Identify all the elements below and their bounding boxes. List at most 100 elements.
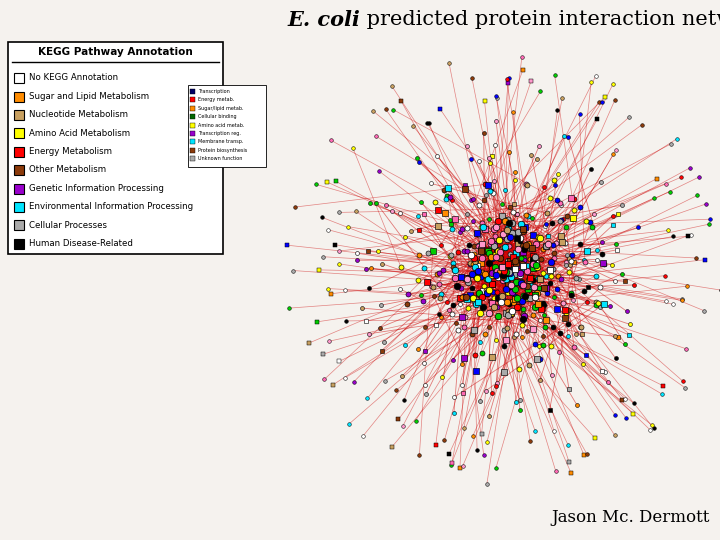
Point — [96, 176, 108, 185]
Point — [130, 141, 142, 150]
Point — [609, 96, 621, 104]
Point — [537, 341, 549, 349]
Point — [482, 286, 494, 294]
Point — [528, 291, 540, 299]
Point — [528, 259, 539, 268]
Point — [490, 271, 502, 280]
Point — [500, 267, 512, 275]
Point — [471, 266, 482, 275]
Point — [99, 186, 110, 195]
Point — [325, 289, 337, 298]
Text: Human Disease-Related: Human Disease-Related — [29, 239, 133, 248]
Point — [98, 157, 109, 165]
Point — [534, 355, 546, 363]
Point — [427, 247, 438, 255]
Point — [528, 252, 539, 260]
Point — [680, 345, 692, 353]
Point — [473, 201, 485, 210]
Point — [103, 170, 114, 178]
Point — [501, 231, 513, 239]
Point — [114, 158, 126, 166]
Point — [578, 255, 590, 264]
Point — [102, 157, 113, 166]
Point — [451, 282, 463, 291]
Point — [504, 202, 516, 211]
Point — [374, 323, 385, 332]
Point — [395, 263, 407, 272]
Point — [104, 174, 115, 183]
Point — [287, 266, 299, 275]
Point — [452, 248, 464, 256]
Point — [555, 200, 567, 209]
Point — [441, 298, 453, 307]
Point — [123, 156, 135, 164]
Point — [531, 288, 542, 297]
Point — [351, 256, 362, 265]
Point — [514, 396, 526, 404]
Point — [517, 309, 528, 318]
Point — [136, 163, 148, 171]
Point — [108, 154, 120, 163]
Point — [111, 166, 122, 175]
Point — [483, 412, 495, 421]
Point — [474, 397, 485, 406]
Point — [471, 262, 482, 271]
Point — [491, 379, 503, 387]
Point — [522, 285, 534, 294]
Point — [521, 284, 532, 293]
Point — [531, 274, 542, 282]
Text: predicted protein interaction network: predicted protein interaction network — [360, 10, 720, 29]
Point — [499, 267, 510, 275]
Point — [575, 322, 586, 331]
Point — [444, 59, 455, 68]
Point — [499, 269, 510, 278]
Point — [179, 185, 190, 194]
Point — [518, 261, 529, 270]
Point — [172, 158, 184, 166]
Point — [107, 157, 118, 165]
Point — [612, 210, 624, 219]
Point — [514, 271, 526, 279]
Point — [534, 376, 546, 385]
Point — [588, 210, 600, 219]
Point — [122, 107, 133, 116]
Point — [437, 266, 449, 274]
Point — [546, 371, 557, 380]
Point — [458, 292, 469, 300]
Point — [367, 107, 379, 116]
Point — [427, 283, 438, 292]
Point — [503, 215, 514, 224]
Point — [544, 266, 556, 275]
Point — [361, 394, 373, 403]
Point — [467, 284, 478, 293]
Point — [34, 194, 45, 202]
Point — [503, 287, 514, 296]
Point — [444, 252, 456, 261]
Point — [479, 269, 490, 278]
Point — [595, 177, 606, 186]
Point — [492, 217, 504, 225]
Point — [179, 197, 191, 205]
Point — [107, 156, 119, 164]
Point — [485, 240, 496, 249]
Point — [534, 283, 545, 292]
Point — [611, 246, 623, 254]
Point — [97, 149, 109, 158]
Point — [606, 260, 618, 269]
Point — [408, 122, 419, 130]
Point — [362, 247, 374, 255]
Point — [348, 377, 359, 386]
Point — [550, 467, 562, 476]
Point — [60, 213, 72, 221]
Bar — [190, 139, 195, 144]
Point — [508, 333, 519, 341]
Point — [517, 262, 528, 271]
Point — [138, 137, 150, 145]
Point — [703, 220, 714, 228]
Point — [456, 313, 467, 321]
Point — [486, 151, 498, 160]
Point — [99, 151, 110, 160]
Point — [582, 283, 594, 292]
Point — [693, 173, 705, 181]
Point — [482, 181, 494, 190]
